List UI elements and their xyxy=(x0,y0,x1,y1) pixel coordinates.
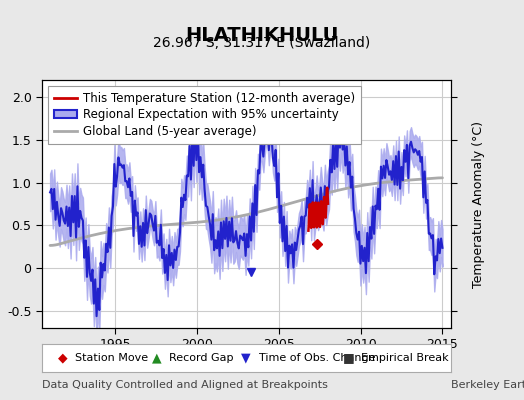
Text: Record Gap: Record Gap xyxy=(169,353,233,363)
Text: ◆: ◆ xyxy=(58,352,67,364)
Text: HLATHIKHULU: HLATHIKHULU xyxy=(185,26,339,45)
Y-axis label: Temperature Anomaly (°C): Temperature Anomaly (°C) xyxy=(472,120,485,288)
Text: ▼: ▼ xyxy=(242,352,251,364)
Text: Data Quality Controlled and Aligned at Breakpoints: Data Quality Controlled and Aligned at B… xyxy=(42,380,328,390)
Text: ■: ■ xyxy=(343,352,354,364)
Text: Time of Obs. Change: Time of Obs. Change xyxy=(258,353,375,363)
Text: ▲: ▲ xyxy=(151,352,161,364)
Text: Station Move: Station Move xyxy=(74,353,148,363)
Text: Berkeley Earth: Berkeley Earth xyxy=(451,380,524,390)
Legend: This Temperature Station (12-month average), Regional Expectation with 95% uncer: This Temperature Station (12-month avera… xyxy=(48,86,361,144)
Text: Empirical Break: Empirical Break xyxy=(361,353,449,363)
Text: 26.967 S, 31.317 E (Swaziland): 26.967 S, 31.317 E (Swaziland) xyxy=(154,36,370,50)
